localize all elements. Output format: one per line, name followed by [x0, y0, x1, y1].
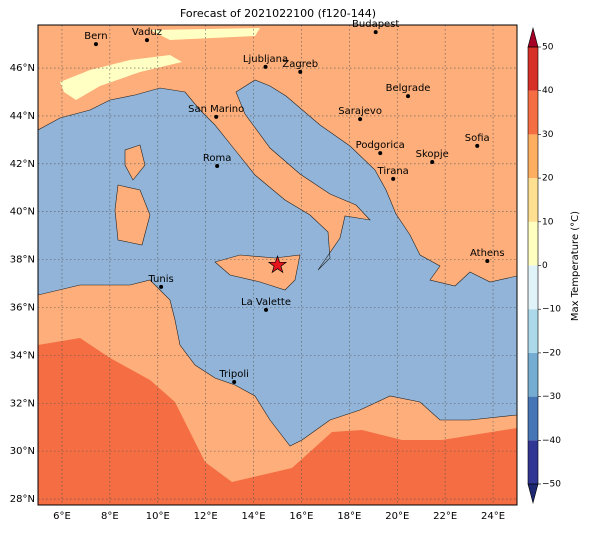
lon-tick-label: 16°E: [289, 511, 313, 522]
city-label: Podgorica: [356, 140, 405, 151]
city-label: Tunis: [147, 274, 173, 285]
colorbar-tick-label: −10: [542, 305, 561, 315]
grid: 6°E 8°E 10°E 12°E 14°E 16°E 18°E 20°E 22°E 24°E 28…: [10, 25, 517, 522]
colorbar-under: [527, 483, 539, 505]
city-label: Skopje: [416, 149, 449, 160]
city-label: La Valette: [241, 297, 291, 308]
lat-tick-label: 34°N: [10, 350, 35, 361]
colorbar-label: Max Temperature (°C): [570, 211, 581, 321]
city-dot: [264, 307, 269, 312]
city-label: San Marino: [188, 104, 244, 115]
colorbar-band: [528, 396, 538, 441]
colorbar-tick-label: 50: [542, 43, 554, 53]
city-dot: [378, 151, 383, 156]
city-label: Tirana: [377, 166, 409, 177]
city-dot: [391, 176, 396, 181]
city-dot: [406, 94, 411, 99]
lon-tick-label: 6°E: [53, 511, 71, 522]
city-label: Sarajevo: [338, 106, 382, 117]
lat-tick-label: 42°N: [10, 159, 35, 170]
lon-tick-label: 20°E: [385, 511, 409, 522]
colorbar-tick-label: 10: [542, 217, 554, 227]
city-dot: [263, 64, 268, 69]
lon-tick-label: 12°E: [194, 511, 218, 522]
cool-patch: [150, 28, 260, 40]
lat-tick-label: 36°N: [10, 302, 35, 313]
city-dot: [475, 143, 480, 148]
lon-tick-label: 10°E: [146, 511, 170, 522]
city-dot: [159, 284, 164, 289]
city-label: Sofia: [465, 133, 490, 144]
lon-tick-label: 22°E: [433, 511, 457, 522]
colorbar-tick-label: −30: [542, 392, 561, 402]
city-label: Zagreb: [282, 59, 318, 70]
colorbar-band: [528, 221, 538, 266]
lat-tick-label: 28°N: [10, 494, 35, 505]
colorbar-band: [528, 90, 538, 135]
lon-tick-label: 14°E: [242, 511, 266, 522]
lat-tick-label: 44°N: [10, 111, 35, 122]
colorbar-band: [528, 352, 538, 397]
lat-tick-label: 30°N: [10, 446, 35, 457]
city-dot: [358, 117, 363, 122]
colorbar-tick-label: 40: [542, 86, 554, 96]
lat-tick-label: 46°N: [10, 63, 35, 74]
city-label: Roma: [203, 153, 232, 164]
colorbar-over: [527, 26, 539, 48]
colorbar-tick-label: 20: [542, 174, 554, 184]
colorbar-band: [528, 309, 538, 353]
city-label: Belgrade: [386, 83, 431, 94]
colorbar-tick-label: −20: [542, 348, 561, 358]
warm-region: [38, 338, 517, 505]
corsica: [124, 144, 146, 181]
city-label: Ljubljana: [243, 54, 288, 65]
city-dot: [430, 159, 435, 164]
city-dot: [485, 259, 490, 264]
cool-patch: [60, 55, 182, 100]
city-dot: [93, 42, 98, 47]
colorbar-band: [528, 265, 538, 310]
lon-tick-label: 18°E: [337, 511, 361, 522]
city-label: Vaduz: [132, 27, 162, 38]
colorbar-tick-label: 0: [542, 261, 548, 271]
lon-tick-label: 8°E: [101, 511, 119, 522]
colorbar-band: [528, 440, 538, 484]
city-dot: [232, 379, 237, 384]
city-dot: [298, 69, 303, 74]
title: Forecast of 2021022100 (f120-144): [180, 7, 376, 20]
lon-tick-label: 24°E: [481, 511, 505, 522]
city-dot: [214, 114, 219, 119]
city-dot: [144, 38, 149, 43]
lat-tick-label: 32°N: [10, 398, 35, 409]
colorbar-band: [528, 134, 538, 179]
colorbar-tick-label: −40: [542, 436, 561, 446]
sardinia: [114, 184, 151, 246]
city-dot: [215, 164, 220, 169]
city-dot: [373, 30, 378, 35]
city-label: Budapest: [352, 19, 399, 30]
city-label: Athens: [470, 248, 505, 259]
city-label: Bern: [84, 31, 107, 42]
colorbar-tick-label: 30: [542, 130, 554, 140]
map-frame: [37, 24, 518, 506]
colorbar-tick-label: −50: [542, 480, 561, 490]
city-label: Tripoli: [218, 369, 249, 380]
colorbar-band: [528, 47, 538, 91]
colorbar: 50 40 30 20 10 0 −10 −20 −30 −40 −50: [527, 26, 561, 505]
lat-tick-label: 40°N: [10, 207, 35, 218]
lat-tick-label: 38°N: [10, 255, 35, 266]
star-marker: [267, 255, 288, 274]
colorbar-band: [528, 178, 538, 222]
